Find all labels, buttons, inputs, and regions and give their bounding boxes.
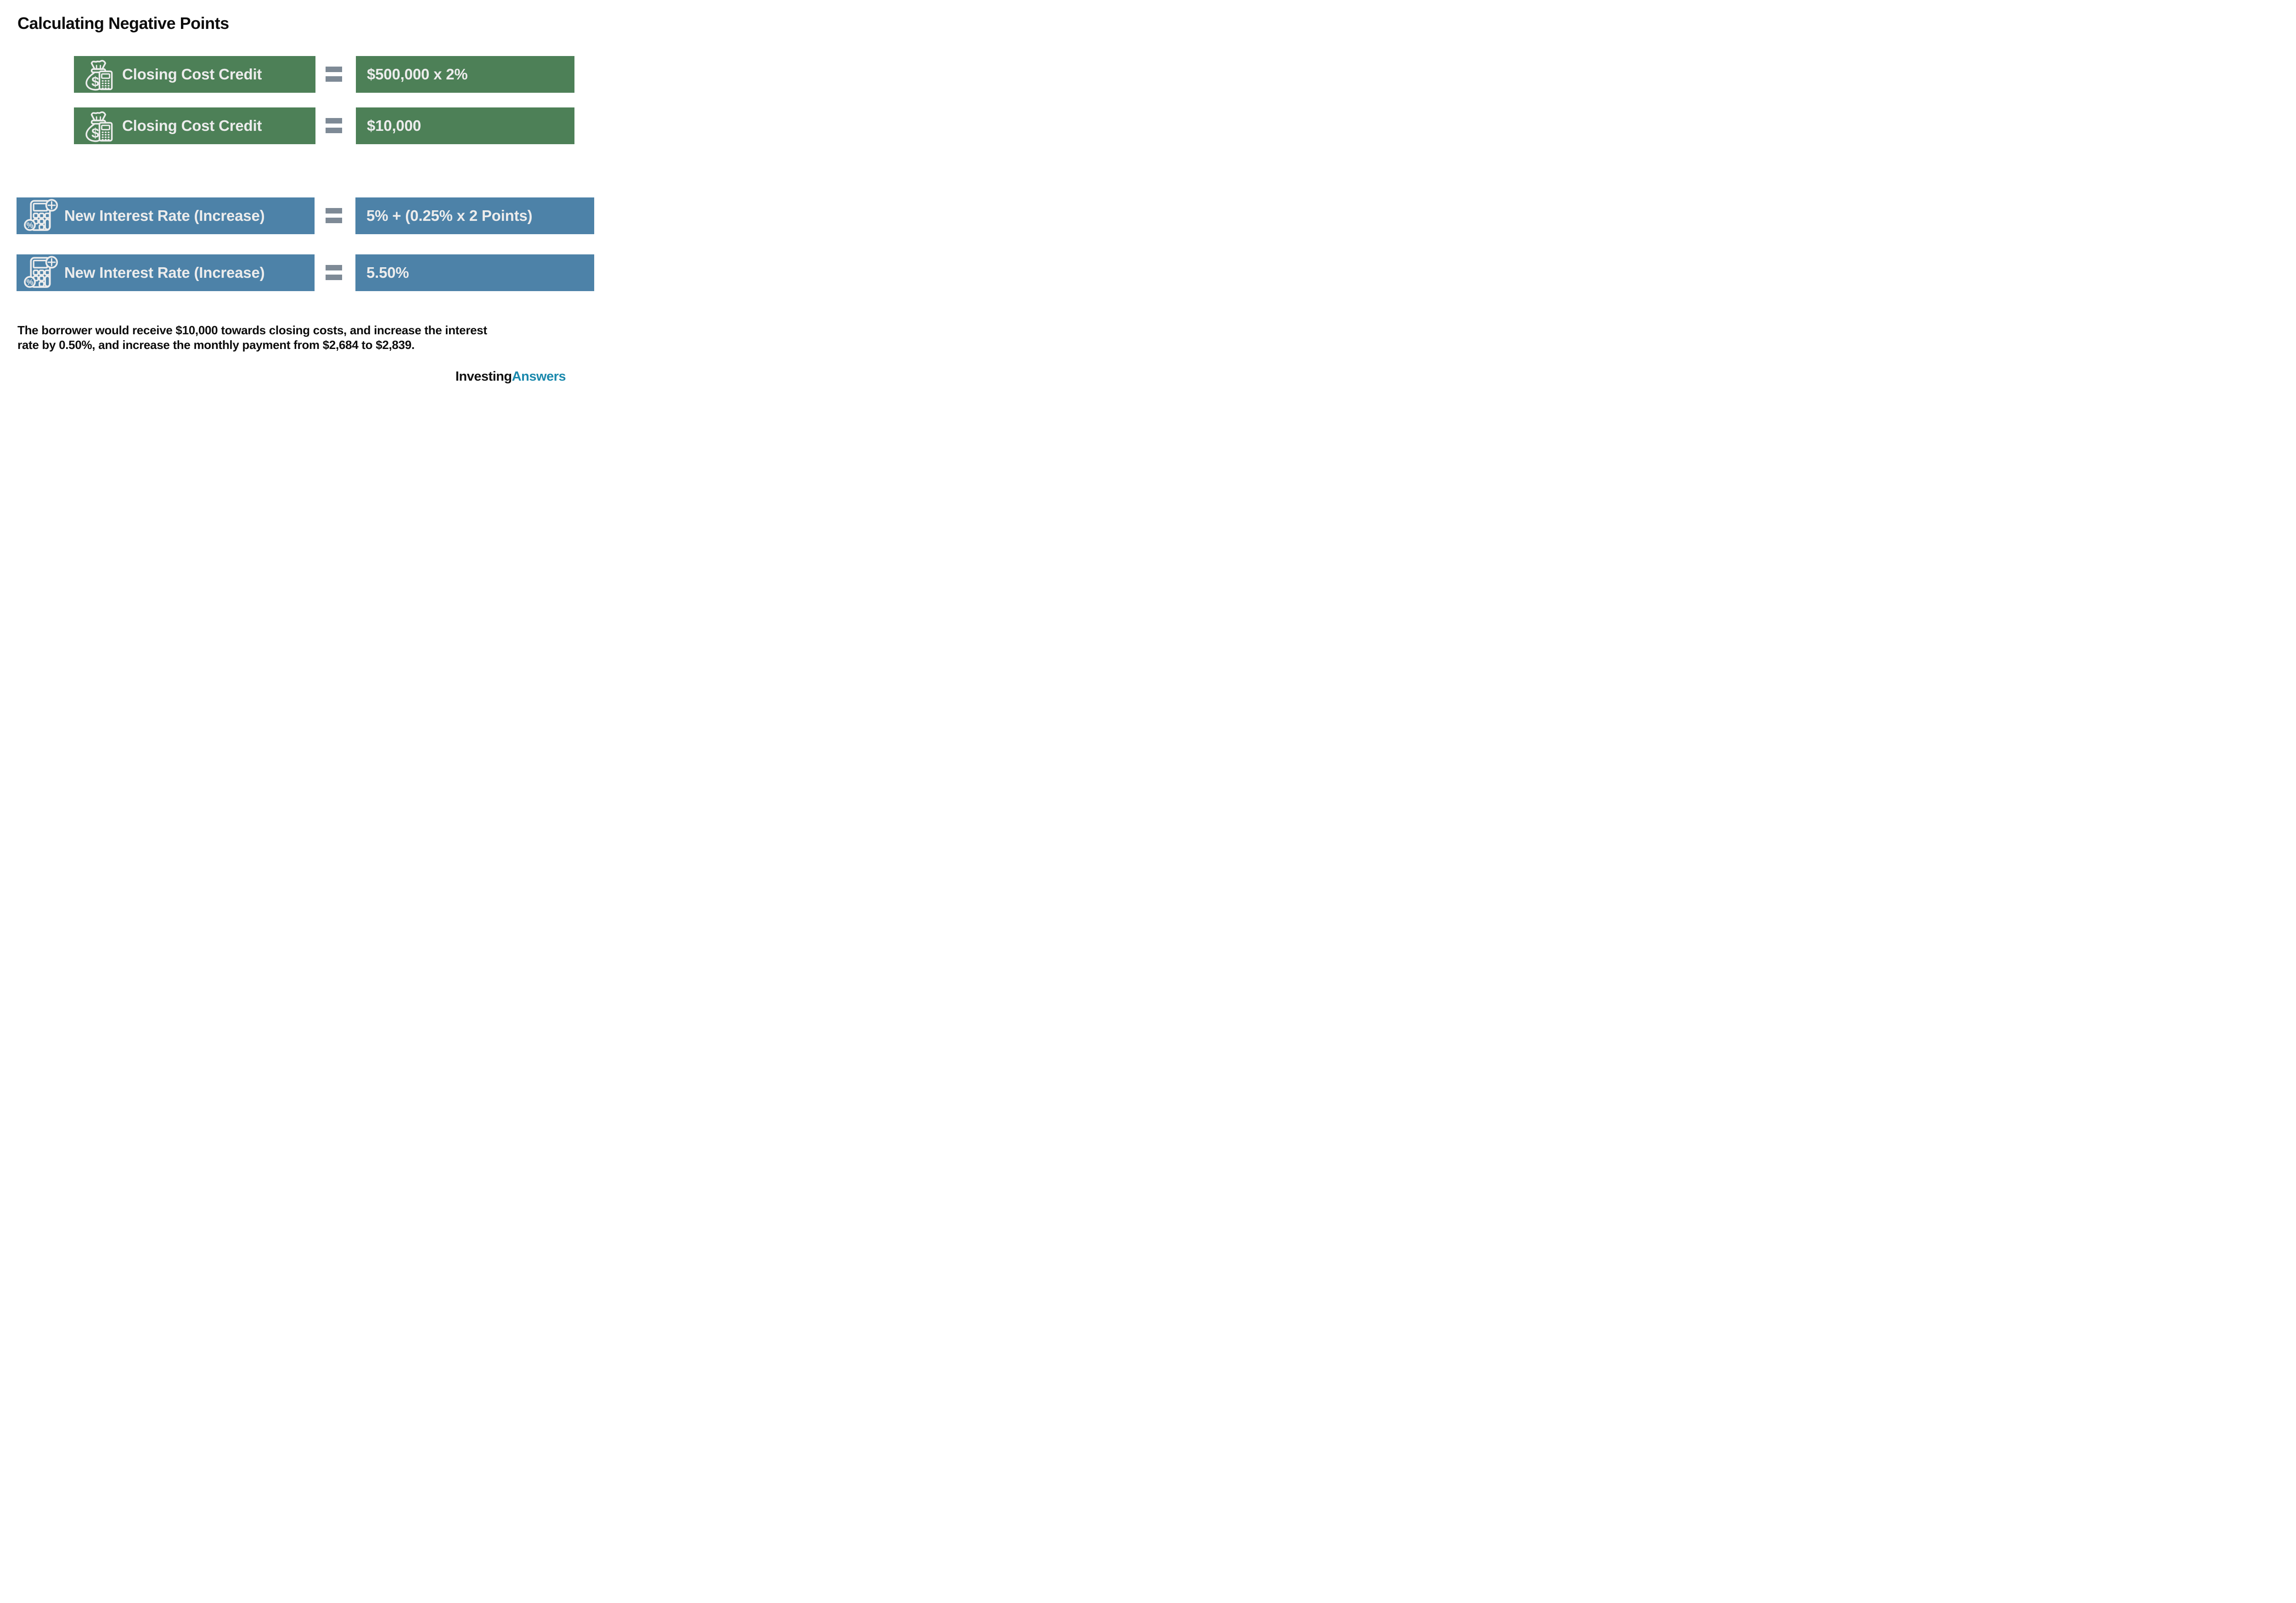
- closing-cost-credit-value-bar-1: $500,000 x 2%: [356, 56, 574, 93]
- closing-cost-credit-value-bar-2: $10,000: [356, 107, 574, 144]
- logo-text-investing: Investing: [455, 369, 512, 384]
- equals-sign: [326, 118, 342, 133]
- page-title: Calculating Negative Points: [17, 14, 229, 33]
- row-label: Closing Cost Credit: [122, 66, 262, 83]
- row-value: 5% + (0.25% x 2 Points): [366, 207, 533, 224]
- equals-top-tick: [326, 67, 342, 72]
- equals-top-tick: [326, 208, 342, 214]
- row-value: $10,000: [367, 117, 421, 134]
- investing-answers-logo: InvestingAnswers: [456, 369, 566, 384]
- new-interest-rate-value-bar-2: 5.50%: [355, 254, 594, 291]
- new-interest-rate-label-bar-1: % New Interest Rate (Increase): [17, 197, 315, 234]
- summary-line-1: The borrower would receive $10,000 towar…: [17, 323, 487, 337]
- svg-text:$: $: [91, 126, 99, 141]
- equals-top-tick: [326, 265, 342, 270]
- calculator-plus-percent-icon: %: [22, 199, 59, 233]
- summary-line-2: rate by 0.50%, and increase the monthly …: [17, 338, 415, 352]
- svg-text:%: %: [27, 278, 34, 287]
- calculator-plus-percent-icon: %: [22, 256, 59, 290]
- equals-bottom-tick: [326, 218, 342, 223]
- logo-text-answers: Answers: [512, 369, 566, 384]
- money-bag-calculator-icon: $: [80, 58, 115, 91]
- new-interest-rate-value-bar-1: 5% + (0.25% x 2 Points): [355, 197, 594, 234]
- svg-text:%: %: [27, 221, 34, 230]
- equals-bottom-tick: [326, 275, 342, 280]
- equals-sign: [326, 67, 342, 82]
- row-label: New Interest Rate (Increase): [64, 207, 265, 224]
- money-bag-calculator-icon: $: [80, 110, 115, 142]
- row-label: New Interest Rate (Increase): [64, 264, 265, 281]
- svg-text:$: $: [91, 74, 99, 90]
- row-label: Closing Cost Credit: [122, 117, 262, 134]
- equals-bottom-tick: [326, 76, 342, 82]
- equals-sign: [326, 208, 342, 223]
- equals-bottom-tick: [326, 128, 342, 133]
- equals-top-tick: [326, 118, 342, 124]
- equals-sign: [326, 265, 342, 280]
- infographic-canvas: Calculating Negative Points $ Closing Co…: [0, 0, 610, 401]
- row-value: $500,000 x 2%: [367, 66, 468, 83]
- row-value: 5.50%: [366, 264, 409, 281]
- summary-text: The borrower would receive $10,000 towar…: [17, 323, 559, 352]
- closing-cost-credit-label-bar-2: $ Closing Cost Credit: [74, 107, 315, 144]
- closing-cost-credit-label-bar-1: $ Closing Cost Credit: [74, 56, 315, 93]
- new-interest-rate-label-bar-2: % New Interest Rate (Increase): [17, 254, 315, 291]
